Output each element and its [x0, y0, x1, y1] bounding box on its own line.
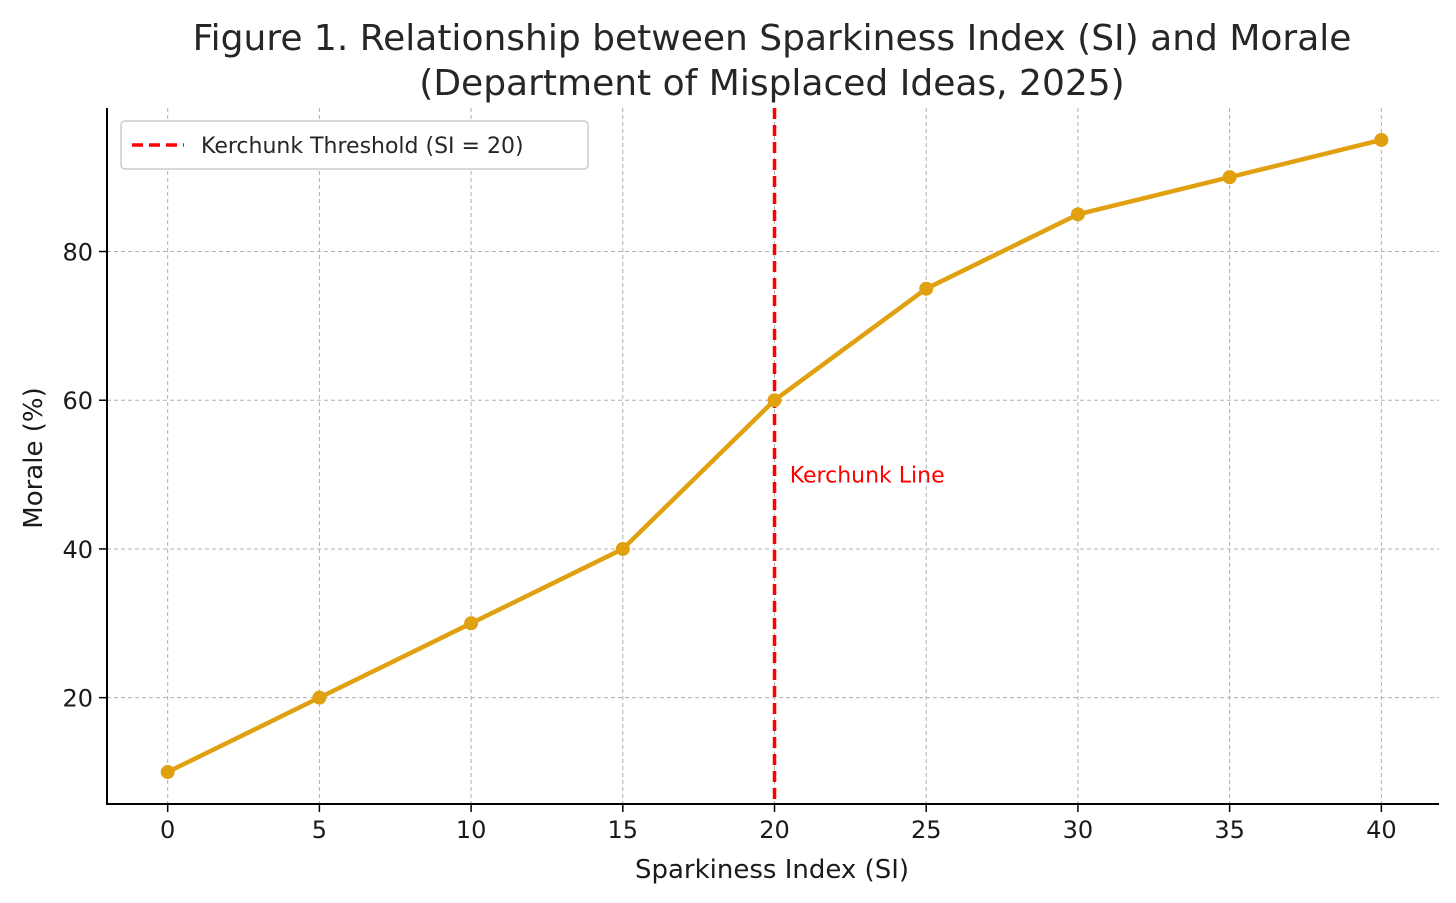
- x-axis-label: Sparkiness Index (SI): [635, 855, 909, 885]
- data-point: [767, 393, 782, 408]
- x-tick-label: 20: [759, 816, 790, 844]
- legend-label-threshold: Kerchunk Threshold (SI = 20): [201, 134, 524, 159]
- y-tick-label: 80: [62, 239, 93, 267]
- data-point: [919, 281, 934, 296]
- legend: Kerchunk Threshold (SI = 20): [120, 120, 589, 170]
- series-group: [160, 132, 1389, 780]
- x-tick-label: 0: [160, 816, 175, 844]
- kerchunk-line-annotation: Kerchunk Line: [790, 464, 945, 489]
- x-tick-label: 30: [1063, 816, 1094, 844]
- legend-box: [120, 120, 589, 170]
- chart-title-line-1: Figure 1. Relationship between Sparkines…: [193, 18, 1352, 59]
- y-tick-label: 20: [62, 685, 93, 713]
- x-tick-label: 10: [456, 816, 487, 844]
- data-point: [1374, 132, 1389, 147]
- x-tick-label: 40: [1366, 816, 1397, 844]
- data-point: [464, 616, 479, 631]
- x-tick-label: 35: [1214, 816, 1245, 844]
- data-point: [160, 765, 175, 780]
- axes: [106, 108, 1439, 805]
- x-tick-label: 5: [312, 816, 327, 844]
- data-point: [615, 541, 630, 556]
- y-tick-label: 40: [62, 536, 93, 564]
- y-axis-ticks: 20 40 60 80: [62, 239, 107, 713]
- chart-title-line-2: (Department of Misplaced Ideas, 2025): [419, 63, 1124, 104]
- y-tick-label: 60: [62, 387, 93, 415]
- y-axis-label: Morale (%): [19, 387, 49, 528]
- data-point: [312, 690, 327, 705]
- x-axis-ticks: 0 5 10 15 20 25 30 35 40: [160, 804, 1397, 844]
- data-point: [1222, 170, 1237, 185]
- x-tick-label: 25: [911, 816, 942, 844]
- data-point: [1070, 207, 1085, 222]
- x-tick-label: 15: [608, 816, 639, 844]
